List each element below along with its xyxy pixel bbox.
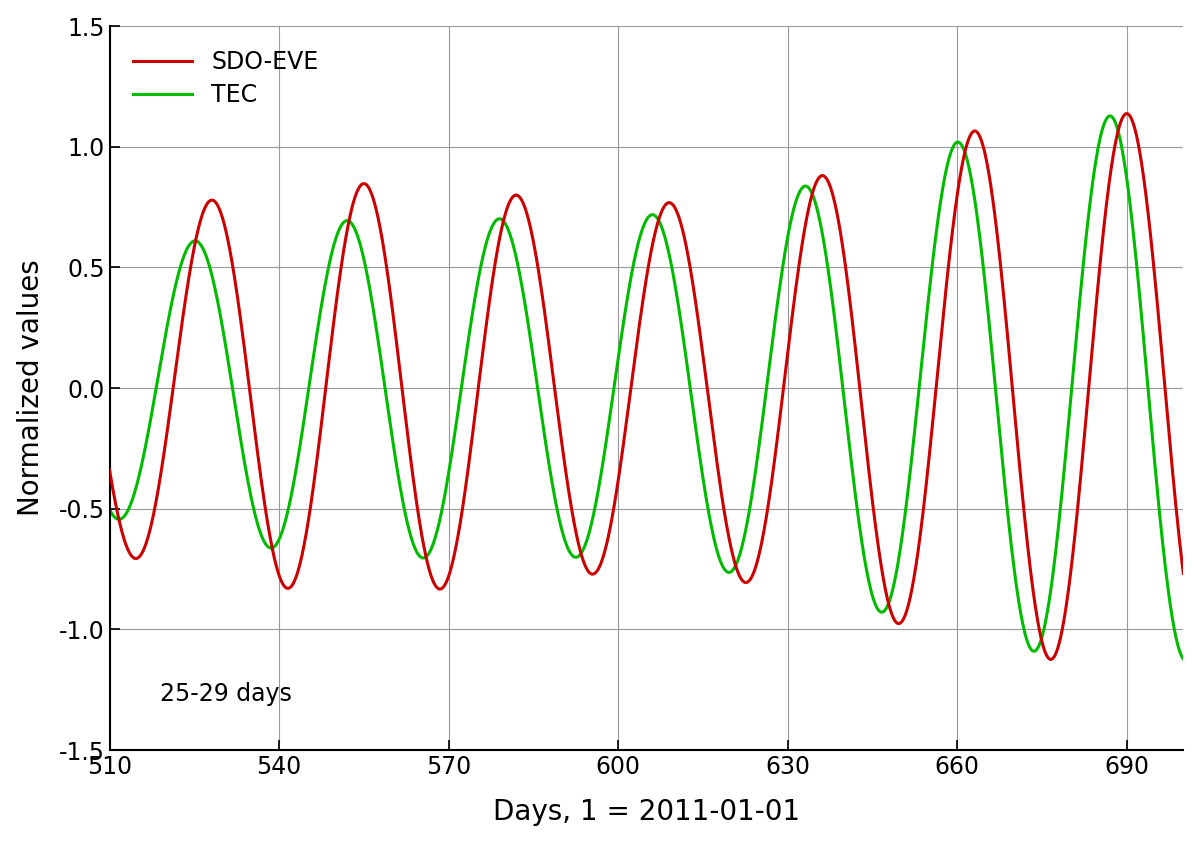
TEC [1103,111,1117,121]
X-axis label: Days, 1 = 2011-01-01: Days, 1 = 2011-01-01 [493,798,800,826]
TEC [560,543,575,553]
Legend: SDO-EVE, TEC: SDO-EVE, TEC [121,38,330,119]
SDO-EVE [1156,360,1170,370]
TEC [1156,537,1170,547]
Y-axis label: Normalized values: Normalized values [17,260,44,517]
TEC [514,277,528,287]
SDO-EVE [1176,568,1190,578]
TEC [102,504,116,514]
SDO-EVE [224,257,239,267]
SDO-EVE [514,195,528,205]
TEC [224,380,239,390]
SDO-EVE [560,481,575,491]
SDO-EVE [1120,109,1134,119]
TEC [1176,654,1190,664]
Line: SDO-EVE: SDO-EVE [109,114,1183,659]
Text: 25-29 days: 25-29 days [161,683,293,706]
SDO-EVE [288,573,302,583]
TEC [1039,611,1054,621]
SDO-EVE [1039,650,1054,660]
TEC [288,466,302,476]
Line: TEC: TEC [109,116,1183,659]
SDO-EVE [1044,654,1058,664]
SDO-EVE [102,465,116,475]
